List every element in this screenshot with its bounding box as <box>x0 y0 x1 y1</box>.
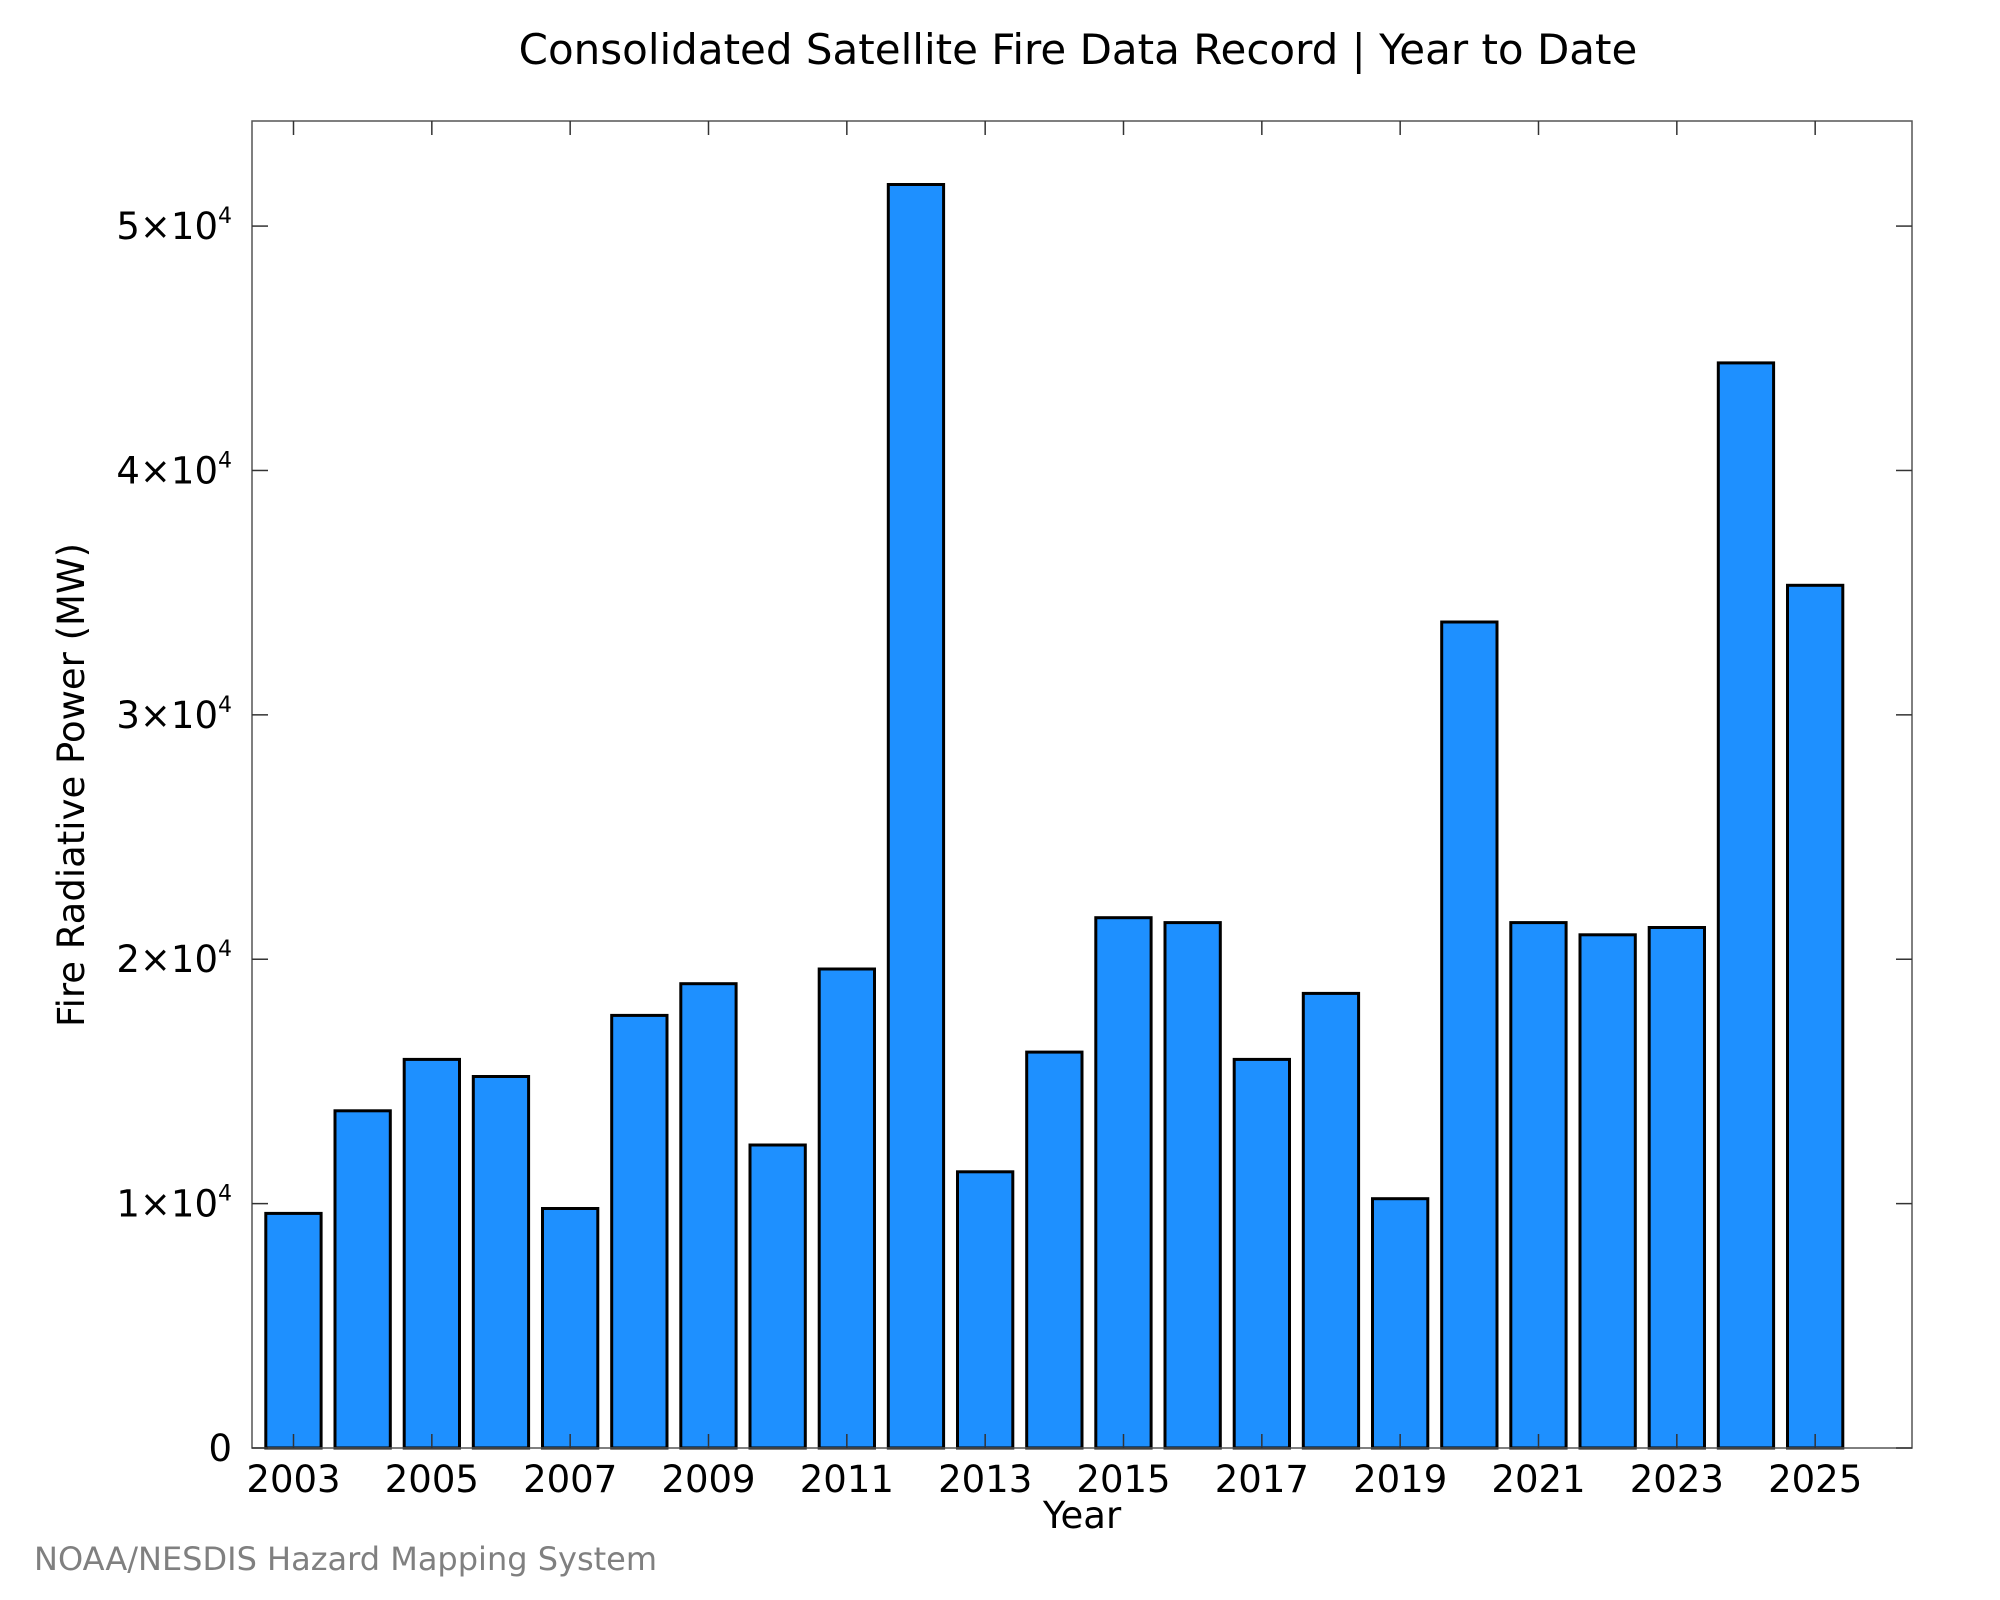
bar-2005 <box>402 1057 462 1450</box>
bars-group <box>264 183 1845 1450</box>
x-tick-label: 2025 <box>1768 1458 1862 1501</box>
x-tick-label: 2009 <box>661 1458 755 1501</box>
x-tick-label: 2019 <box>1353 1458 1447 1501</box>
y-tick-label: 4×104 <box>116 448 232 492</box>
x-tick-label: 2013 <box>938 1458 1032 1501</box>
bar-2009 <box>679 982 738 1450</box>
bar-2015 <box>1094 916 1153 1450</box>
bar-2007 <box>541 1207 600 1450</box>
y-tick-label: 1×104 <box>116 1182 232 1226</box>
bar-2014 <box>1025 1050 1084 1450</box>
bar-2010 <box>748 1143 807 1450</box>
x-axis-label: Year <box>1042 1494 1122 1537</box>
chart-title: Consolidated Satellite Fire Data Record … <box>519 25 1638 74</box>
y-tick-label: 3×104 <box>116 693 232 737</box>
bar-2021 <box>1509 921 1568 1450</box>
x-tick-label: 2015 <box>1076 1458 1170 1501</box>
y-tick-label: 0 <box>208 1427 232 1470</box>
x-axis-ticks: 2003 2005 2007 2009 2011 2013 2015 2017 2019 2021… <box>246 121 1862 1501</box>
x-tick-label: 2005 <box>385 1458 479 1501</box>
y-axis-label: Fire Radiative Power (MW) <box>50 543 93 1027</box>
bar-2022 <box>1578 933 1637 1450</box>
bar-2024 <box>1716 361 1776 1450</box>
x-tick-label: 2023 <box>1630 1458 1724 1501</box>
bar-2016 <box>1163 921 1222 1450</box>
bar-2017 <box>1232 1057 1291 1450</box>
bar-2004 <box>333 1109 392 1450</box>
bar-2006 <box>471 1075 531 1450</box>
x-tick-label: 2011 <box>800 1458 894 1501</box>
bar-2025 <box>1786 583 1845 1450</box>
y-tick-label: 2×104 <box>116 937 232 981</box>
bar-2019 <box>1371 1197 1430 1450</box>
bar-2013 <box>956 1170 1015 1450</box>
bar-2011 <box>817 967 877 1450</box>
bar-2003 <box>264 1211 323 1450</box>
x-tick-label: 2007 <box>523 1458 617 1501</box>
credit-text: NOAA/NESDIS Hazard Mapping System <box>34 1540 657 1578</box>
plot-frame <box>251 120 1913 1449</box>
x-tick-label: 2017 <box>1215 1458 1309 1501</box>
bar-2012 <box>886 183 946 1450</box>
y-axis-ticks: 0 1×104 2×104 3×104 4×104 5×104 <box>116 204 1912 1470</box>
bar-2023 <box>1647 926 1706 1450</box>
x-tick-label: 2021 <box>1491 1458 1585 1501</box>
y-tick-label: 5×104 <box>116 204 232 248</box>
x-tick-label: 2003 <box>246 1458 340 1501</box>
bar-2008 <box>610 1013 669 1450</box>
bar-2018 <box>1301 991 1361 1450</box>
bar-2020 <box>1440 620 1499 1450</box>
